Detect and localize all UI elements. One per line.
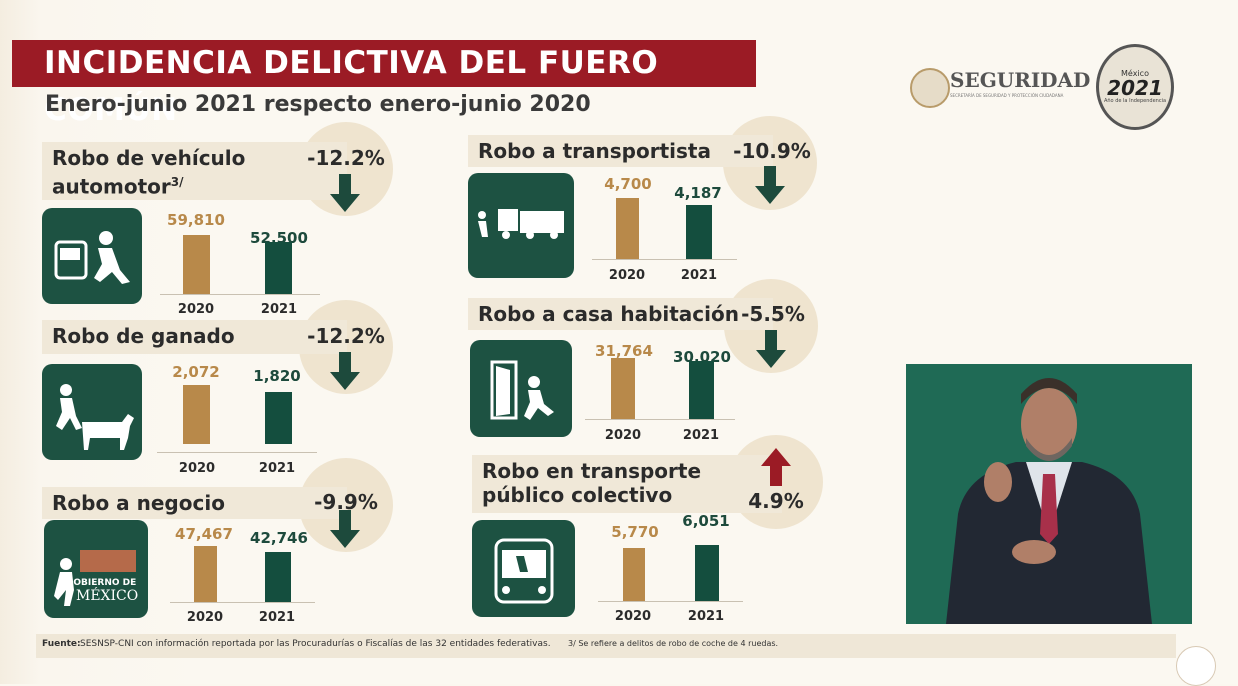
change-percent: 4.9% — [748, 489, 804, 513]
gobierno-mexico-logo — [1176, 646, 1216, 686]
bus-robbery-icon — [472, 520, 575, 617]
cattle-theft-icon — [42, 364, 142, 460]
badge-top-text: México — [1121, 69, 1149, 78]
year-label-2021: 2021 — [260, 302, 298, 317]
year-label-2020: 2020 — [177, 302, 215, 317]
business-robbery-icon — [44, 520, 148, 618]
page-subtitle: Enero-junio 2021 respecto enero-junio 20… — [45, 92, 591, 117]
bar-2020 — [623, 548, 645, 601]
x-axis — [170, 602, 315, 603]
year-label-2020: 2020 — [608, 268, 646, 283]
panel-title-transportista: Robo a transportista — [468, 135, 773, 167]
x-axis — [157, 452, 317, 453]
year-label-2021: 2021 — [258, 461, 296, 476]
sign-language-interpreter-video — [906, 364, 1192, 624]
panel-title-transporte-publico: Robo en transporte público colectivo — [472, 455, 782, 513]
bar-2021 — [265, 242, 292, 294]
value-2021: 1,820 — [253, 367, 301, 385]
panel-title-negocio: Robo a negocio — [42, 487, 347, 519]
bar-2020 — [183, 385, 210, 444]
year-2021-badge: México 2021 Año de la Independencia — [1096, 44, 1174, 130]
panel-title-casa: Robo a casa habitación — [468, 298, 773, 330]
x-axis — [585, 419, 735, 420]
value-2021: 4,187 — [674, 184, 722, 202]
panel-title-line1: Robo a transportista — [478, 139, 711, 163]
year-label-2020: 2020 — [604, 428, 642, 443]
change-percent: -12.2% — [307, 324, 385, 348]
panel-title-line2: público colectivo — [482, 483, 673, 507]
arrow-down-icon — [330, 174, 360, 212]
year-label-2021: 2021 — [680, 268, 718, 283]
bar-2021 — [689, 361, 714, 419]
gob-watermark-line1: GOBIERNO DE — [66, 578, 137, 588]
bar-2021 — [686, 205, 712, 259]
house-burglary-icon — [470, 340, 572, 437]
arrow-up-icon — [761, 448, 791, 486]
value-2020: 31,764 — [595, 342, 653, 360]
value-2021: 6,051 — [682, 512, 730, 530]
year-label-2021: 2021 — [258, 610, 296, 625]
change-percent: -10.9% — [733, 139, 811, 163]
x-axis — [598, 601, 743, 602]
year-label-2021: 2021 — [682, 428, 720, 443]
car-theft-icon — [42, 208, 142, 304]
seguridad-logo-subtext: SECRETARÍA DE SEGURIDAD Y PROTECCIÓN CIU… — [950, 93, 1064, 98]
panel-title-line2: automotor — [52, 174, 171, 199]
panel-title-line1: Robo de vehículo — [52, 146, 246, 170]
year-label-2021: 2021 — [687, 609, 725, 624]
footer: Fuente: SESNSP-CNI con información repor… — [36, 634, 1176, 658]
seguridad-logo-text: SEGURIDAD — [950, 68, 1091, 92]
arrow-down-icon — [755, 166, 785, 204]
arrow-down-icon — [756, 330, 786, 368]
source-label: Fuente: — [42, 639, 81, 649]
bar-2021 — [265, 552, 291, 602]
year-label-2020: 2020 — [614, 609, 652, 624]
bar-2020 — [616, 198, 639, 259]
x-axis — [160, 294, 320, 295]
change-percent: -5.5% — [741, 302, 805, 326]
seguridad-seal-icon — [910, 68, 950, 108]
x-axis — [592, 259, 737, 260]
value-2020: 5,770 — [611, 523, 659, 541]
bar-2020 — [194, 546, 217, 602]
bar-2020 — [611, 358, 635, 419]
bar-2020 — [183, 235, 210, 294]
year-label-2020: 2020 — [186, 610, 224, 625]
value-2020: 59,810 — [167, 211, 225, 229]
value-2021: 42,746 — [250, 529, 308, 547]
footnote-text: 3/ Se refiere a delitos de robo de coche… — [568, 639, 779, 648]
year-label-2020: 2020 — [178, 461, 216, 476]
bar-2021 — [695, 545, 719, 601]
footnote-marker: 3/ — [170, 175, 184, 189]
panel-title-ganado: Robo de ganado — [42, 320, 347, 354]
panel-title-line1: Robo a negocio — [52, 491, 225, 515]
value-2020: 4,700 — [604, 175, 652, 193]
page-title: INCIDENCIA DELICTIVA DEL FUERO COMÚN — [12, 40, 756, 128]
truck-theft-icon — [468, 173, 574, 278]
gob-watermark-line2: MÉXICO — [76, 588, 139, 604]
value-2020: 2,072 — [172, 363, 220, 381]
panel-title-line1: Robo a casa habitación — [478, 302, 739, 326]
arrow-down-icon — [330, 352, 360, 390]
arrow-down-icon — [330, 510, 360, 548]
value-2021: 30,020 — [673, 348, 731, 366]
bar-2021 — [265, 392, 292, 444]
source-text: SESNSP-CNI con información reportada por… — [80, 639, 551, 649]
panel-title-line1: Robo de ganado — [52, 324, 235, 348]
panel-title-line1: Robo en transporte — [482, 459, 702, 483]
badge-sub-text: Año de la Independencia — [1103, 98, 1167, 104]
value-2021: 52,500 — [250, 229, 308, 247]
badge-year-text: 2021 — [1107, 76, 1163, 100]
value-2020: 47,467 — [175, 525, 233, 543]
panel-title-vehiculo: Robo de vehículo automotor3/ — [42, 142, 347, 200]
change-percent: -12.2% — [307, 146, 385, 170]
